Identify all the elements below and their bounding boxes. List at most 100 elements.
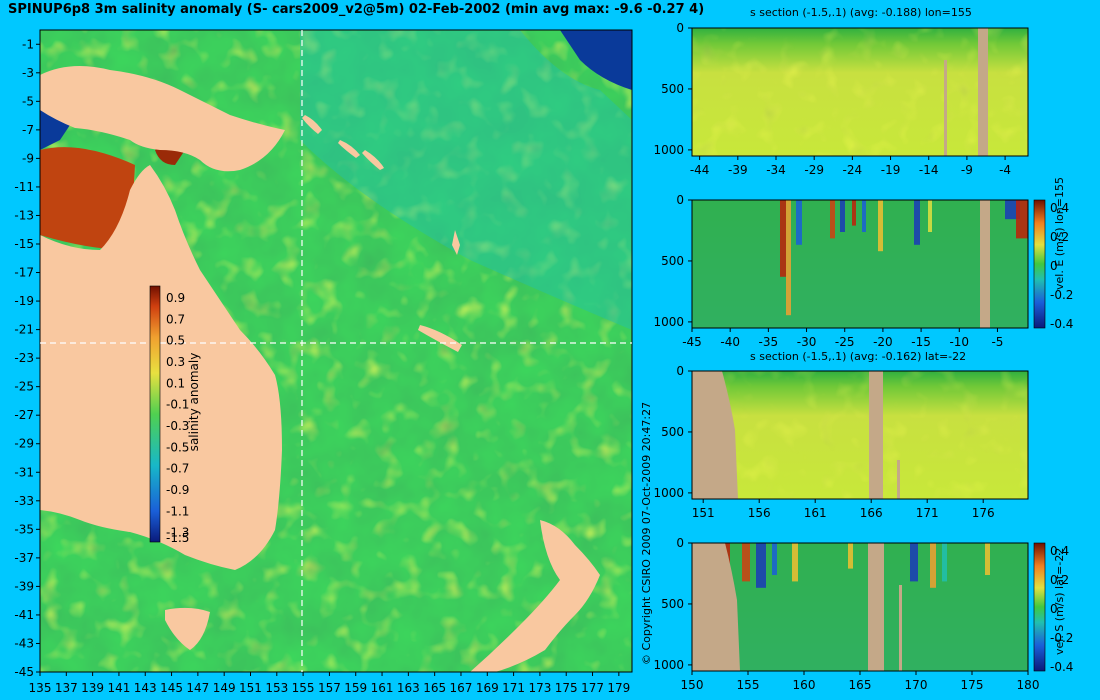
map-y-tick-label: -15 bbox=[14, 237, 34, 251]
map-y-tick-label: -29 bbox=[14, 437, 34, 451]
figure-title: SPINUP6p8 3m salinity anomaly (S- cars20… bbox=[8, 2, 705, 17]
panel2-x-tick-label: -5 bbox=[991, 335, 1003, 349]
panel3-land-shelf bbox=[692, 371, 738, 499]
panel2-jets bbox=[780, 200, 1028, 316]
map-tick-labels: 135 137 139 141 143 145 147 149 151 153 155 157 159 1… bbox=[14, 37, 630, 695]
map-y-tick-label: -31 bbox=[14, 465, 34, 479]
map-colorbar-tick-label: -0.7 bbox=[166, 462, 189, 476]
map-x-tick-label: 169 bbox=[476, 681, 499, 695]
map-land-solomons-1 bbox=[302, 115, 322, 134]
panel2-x-tick-label: -10 bbox=[949, 335, 969, 349]
map-y-tick-label: -9 bbox=[22, 151, 34, 165]
panel2-x-tick-label: -15 bbox=[911, 335, 931, 349]
panel3-x-tick-label: 171 bbox=[916, 506, 939, 520]
map-colorbar-tick-label: -0.3 bbox=[166, 419, 189, 433]
panel4-frame: 150 155 160 165 170 175 180 0 500 1000 bbox=[653, 536, 1039, 692]
panel1-x-tick-label: -24 bbox=[843, 163, 863, 177]
map-y-tick-label: -23 bbox=[14, 351, 34, 365]
map-land-new-guinea bbox=[40, 66, 285, 172]
velocity-jet bbox=[830, 200, 835, 239]
panel2-y-tick-label: 0 bbox=[676, 193, 684, 207]
map-colorbar-tick-label: 0.7 bbox=[166, 312, 185, 326]
panel2-x-tick-label: -30 bbox=[797, 335, 817, 349]
map-y-tick-label: -37 bbox=[14, 551, 34, 565]
panel1-x-tick-label: -29 bbox=[804, 163, 824, 177]
velocity-jet bbox=[928, 200, 932, 232]
map-x-tick-label: 171 bbox=[502, 681, 525, 695]
panel2-land bbox=[980, 200, 990, 328]
map-x-tick-label: 153 bbox=[265, 681, 288, 695]
map-colorbar-tick-label: -0.5 bbox=[166, 440, 189, 454]
panel2-frame: -45 -40 -35 -30 -25 -20 -15 -10 -5 0 500 1000 bbox=[653, 193, 1029, 349]
map-y-tick-label: -39 bbox=[14, 579, 34, 593]
velocity-jet bbox=[852, 200, 856, 226]
map-x-tick-label: 163 bbox=[397, 681, 420, 695]
panel1-border bbox=[691, 27, 1029, 157]
section-panel-1: -44 -39 -34 -29 -24 -19 -14 -9 -4 0 500 1000 bbox=[653, 21, 1029, 177]
map-land-solomons-2 bbox=[338, 140, 360, 158]
map-y-tick-label: -27 bbox=[14, 408, 34, 422]
panel2-x-tick-label: -45 bbox=[682, 335, 702, 349]
velocity-jet bbox=[862, 200, 866, 232]
panel2-colorbar-tick-label: 0.4 bbox=[1050, 201, 1069, 215]
map-x-tick-label: 175 bbox=[555, 681, 578, 695]
map-x-tick-label: 139 bbox=[81, 681, 104, 695]
panel2-x-tick-label: -25 bbox=[835, 335, 855, 349]
map-x-tick-label: 151 bbox=[239, 681, 262, 695]
map-colorbar-tick-label: -1.5 bbox=[166, 531, 189, 545]
panel2-colorbar-tick-label: 0 bbox=[1050, 259, 1058, 273]
map-y-tick-label: -17 bbox=[14, 266, 34, 280]
map-y-tick-label: -33 bbox=[14, 494, 34, 508]
map-y-tick-label: -11 bbox=[14, 180, 34, 194]
map-frame bbox=[39, 29, 633, 673]
panel4-x-tick-label: 165 bbox=[849, 678, 872, 692]
map-colorbar-label: salinity anomaly bbox=[187, 353, 201, 452]
section-panel-3: 151 156 161 166 171 176 0 500 1000 bbox=[653, 364, 1029, 520]
velocity-jet bbox=[756, 543, 766, 588]
map-x-tick-label: 145 bbox=[160, 681, 183, 695]
map-x-tick-label: 137 bbox=[55, 681, 78, 695]
panel4-colorbar-tick-label: 0.2 bbox=[1050, 573, 1069, 587]
panel3-border bbox=[691, 370, 1029, 500]
map-x-tick-label: 149 bbox=[213, 681, 236, 695]
map-y-tick-label: -5 bbox=[22, 94, 34, 108]
panel4-colorbar-tick-label: -0.2 bbox=[1050, 631, 1073, 645]
panel4-land-shelf bbox=[692, 543, 740, 671]
map-y-tick-label: -19 bbox=[14, 294, 34, 308]
map-x-tick-label: 135 bbox=[29, 681, 52, 695]
velocity-jet bbox=[742, 543, 750, 582]
panel2-field bbox=[692, 200, 1028, 328]
panel1-texture bbox=[692, 28, 1028, 156]
panel1-land bbox=[978, 28, 988, 156]
panel1-x-tick-label: -44 bbox=[690, 163, 710, 177]
map-y-tick-label: -7 bbox=[22, 123, 34, 137]
velocity-jet bbox=[910, 543, 918, 582]
map-y-tick-label: -3 bbox=[22, 66, 34, 80]
panel4-x-tick-label: 175 bbox=[961, 678, 984, 692]
panel4-y-tick-label: 500 bbox=[661, 597, 684, 611]
velocity-jet bbox=[985, 543, 990, 575]
panel3-x-tick-label: 161 bbox=[804, 506, 827, 520]
map-colorbar-tick-label: -1.3 bbox=[166, 526, 189, 540]
panel1-x-tick-label: -19 bbox=[881, 163, 901, 177]
map-land-new-zealand bbox=[470, 520, 600, 672]
map-y-tick-label: -13 bbox=[14, 208, 34, 222]
map-land-vanuatu bbox=[452, 230, 460, 255]
panel4-x-tick-label: 155 bbox=[737, 678, 760, 692]
section-panel-4: 150 155 160 165 170 175 180 0 500 1000 0.4 0.2 0 -0.… bbox=[653, 536, 1073, 692]
panel4-seamount bbox=[899, 585, 902, 671]
panel1-x-tick-label: -4 bbox=[999, 163, 1011, 177]
panel3-x-tick-label: 166 bbox=[860, 506, 883, 520]
map-y-tick-label: -43 bbox=[14, 636, 34, 650]
panel1-x-tick-label: -34 bbox=[766, 163, 786, 177]
velocity-jet bbox=[914, 200, 920, 245]
panel4-colorbar-tick-label: 0 bbox=[1050, 602, 1058, 616]
panel1-x-tick-label: -39 bbox=[728, 163, 748, 177]
panel4-y-tick-label: 1000 bbox=[653, 658, 684, 672]
panel3-seamount bbox=[897, 460, 900, 499]
velocity-jet bbox=[848, 543, 853, 569]
map-colorbar-tick-label: 0.5 bbox=[166, 334, 185, 348]
map-colorbar-tick-label: 0.3 bbox=[166, 355, 185, 369]
panel3-y-tick-label: 1000 bbox=[653, 486, 684, 500]
